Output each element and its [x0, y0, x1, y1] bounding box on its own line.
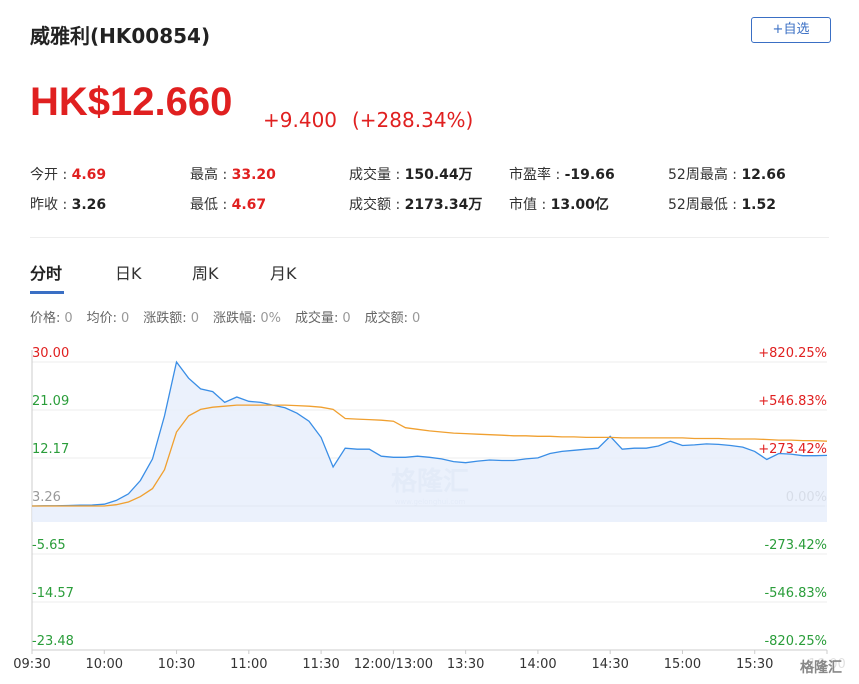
stat-value: 2173.34万: [404, 197, 483, 213]
stock-title: 威雅利(HK00854): [30, 24, 211, 48]
logo: 格隆汇: [800, 659, 842, 676]
stat: 最高 : 33.20: [190, 164, 276, 184]
y-tick-label: -14.57: [32, 586, 74, 601]
info-item: 均价: 0: [87, 307, 130, 326]
info-value: 0%: [260, 311, 281, 326]
stat-value: 150.44万: [404, 167, 473, 183]
series-line: [31, 360, 828, 507]
info-label: 成交量:: [294, 311, 339, 326]
tab[interactable]: 周K: [192, 264, 219, 283]
x-tick-label: 11:00: [230, 657, 267, 672]
logo-bg: [780, 656, 859, 678]
x-tick-label: 11:30: [302, 657, 339, 672]
y2-tick-label: -273.42%: [764, 538, 827, 553]
info-value: 0: [342, 311, 351, 326]
stat: 成交量 : 150.44万: [349, 164, 473, 184]
info-item: 成交量: 0: [295, 307, 351, 326]
stat-label: 52周最低 :: [668, 197, 742, 213]
x-tick-label: 09:30: [13, 657, 50, 672]
y-tick-label: 21.09: [32, 394, 69, 409]
stat: 52周最低 : 1.52: [668, 194, 776, 214]
y-tick-label: 30.00: [32, 346, 69, 361]
info-value: 0: [121, 311, 130, 326]
x-tick-label: 15:30: [736, 657, 773, 672]
series-line: [32, 404, 828, 507]
stat-label: 52周最高 :: [668, 167, 742, 183]
info-value: 0: [190, 311, 199, 326]
area: [32, 362, 827, 522]
tab[interactable]: 日K: [115, 264, 142, 283]
info-label: 均价:: [86, 311, 118, 326]
tab[interactable]: 月K: [270, 264, 297, 283]
change: +9.400: [263, 108, 338, 132]
watchlist-button[interactable]: +自选: [751, 17, 831, 43]
stat: 市盈率 : -19.66: [509, 164, 615, 184]
stat: 最低 : 4.67: [190, 194, 266, 214]
x-tick-label: 14:00: [519, 657, 556, 672]
info-label: 涨跌幅:: [212, 311, 257, 326]
stat: 今开 : 4.69: [30, 164, 106, 184]
info-value: 0: [411, 311, 421, 326]
info-label: 成交额:: [364, 311, 408, 326]
tab-indicator: [30, 291, 64, 294]
stat-label: 成交额 :: [349, 197, 405, 213]
stat-value: 33.20: [231, 167, 276, 183]
x-tick-label: 10:30: [158, 657, 195, 672]
y-tick-label: 3.26: [32, 490, 61, 505]
y2-tick-label: +820.25%: [758, 346, 827, 361]
stat-value: 3.26: [71, 197, 107, 213]
stat-label: 成交量 :: [349, 167, 405, 183]
x-tick-label: 14:30: [591, 657, 628, 672]
y-tick-label: 12.17: [32, 442, 69, 457]
stat: 成交额 : 2173.34万: [349, 194, 482, 214]
x-tick-label: 15:00: [664, 657, 701, 672]
y2-tick-label: -546.83%: [764, 586, 827, 601]
stat-label: 最高 :: [190, 167, 232, 183]
stat-label: 市盈率 :: [509, 167, 565, 183]
info-item: 成交额: 0: [365, 307, 421, 326]
stat-label: 昨收 :: [30, 197, 72, 213]
stat: 市值 : 13.00亿: [509, 194, 609, 214]
info-item: 价格: 0: [30, 307, 73, 326]
stat-label: 最低 :: [190, 197, 232, 213]
y-tick-label: -23.48: [32, 634, 74, 649]
y2-tick-label: -820.25%: [764, 634, 827, 649]
y-tick-label: -5.65: [32, 538, 66, 553]
separator: [30, 237, 829, 238]
stat-label: 今开 :: [30, 167, 72, 183]
tab[interactable]: 分时: [30, 264, 63, 283]
change-pct: (+288.34%): [352, 108, 474, 132]
stat: 昨收 : 3.26: [30, 194, 106, 214]
info-value: 0: [64, 311, 73, 326]
stat-value: 4.67: [231, 197, 267, 213]
stat: 52周最高 : 12.66: [668, 164, 786, 184]
stat-value: 12.66: [741, 167, 786, 183]
y2-tick-label: +273.42%: [758, 442, 827, 457]
stat-label: 市值 :: [509, 197, 551, 213]
info-label: 涨跌额:: [143, 311, 187, 326]
x-tick-label: 13:30: [447, 657, 484, 672]
x-tick-label: 12:00/13:00: [354, 657, 433, 672]
info-label: 价格:: [30, 311, 61, 326]
info-item: 涨跌幅: 0%: [213, 307, 281, 326]
y2-tick-label: +546.83%: [758, 394, 827, 409]
stat-value: 1.52: [741, 197, 776, 213]
info-item: 涨跌额: 0: [143, 307, 199, 326]
stat-value: 13.00亿: [550, 197, 609, 213]
x-tick-label: 10:00: [86, 657, 123, 672]
price: HK$12.660: [30, 80, 233, 124]
stat-value: 4.69: [71, 167, 107, 183]
stat-value: -19.66: [564, 167, 615, 183]
